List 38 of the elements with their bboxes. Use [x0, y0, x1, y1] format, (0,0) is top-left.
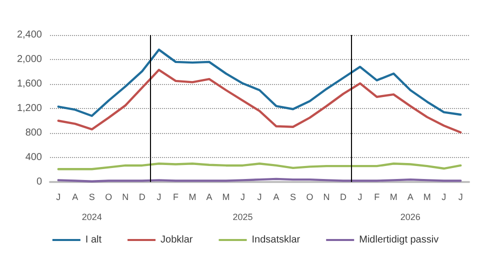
legend-label: Midlertidigt passiv — [359, 234, 439, 246]
y-tick-label: 2,000 — [16, 54, 42, 65]
x-tick-label: S — [290, 192, 296, 202]
x-tick-label: J — [442, 192, 446, 202]
x-tick-label: F — [374, 192, 380, 202]
x-tick-label: A — [273, 192, 280, 202]
x-tick-label: A 2026 — [400, 192, 420, 222]
x-tick-label: N — [323, 192, 330, 202]
legend-label: Jobklar — [160, 234, 194, 246]
x-tick-label: A — [72, 192, 78, 202]
y-tick-label: 1,200 — [16, 103, 42, 114]
y-tick-label: 2,400 — [16, 30, 42, 40]
x-tick-label: J — [156, 192, 162, 202]
x-tick-label: N — [122, 192, 129, 202]
y-tick-label: 1,600 — [16, 78, 42, 90]
x-tick-label: J 2025 — [232, 192, 253, 222]
x-tick-label: D — [340, 192, 348, 202]
x-tick-label: F — [172, 192, 179, 202]
x-tick-label: J — [458, 192, 463, 202]
x-tick-label: J — [257, 192, 262, 202]
x-tick-label: M — [390, 192, 398, 202]
line-series — [57, 68, 462, 134]
x-tick-label: O — [105, 192, 112, 202]
x-tick-label: J — [358, 192, 362, 202]
line-series — [57, 48, 462, 117]
x-tick-label: S 2024 — [82, 192, 102, 222]
x-tick-label: D — [138, 192, 146, 202]
y-tick-label: 0 — [36, 176, 42, 188]
x-tick-label: J — [56, 192, 61, 202]
legend-label: Indsatsklar — [252, 234, 301, 246]
x-tick-label: M — [222, 192, 230, 202]
x-tick-label: M — [423, 192, 431, 202]
y-tick-label: 800 — [25, 128, 42, 138]
x-tick-label: A — [206, 192, 212, 202]
x-tick-label: M — [188, 192, 196, 202]
legend-label: I alt — [85, 234, 102, 246]
y-tick-label: 400 — [25, 152, 42, 163]
x-tick-label: O — [306, 192, 314, 202]
